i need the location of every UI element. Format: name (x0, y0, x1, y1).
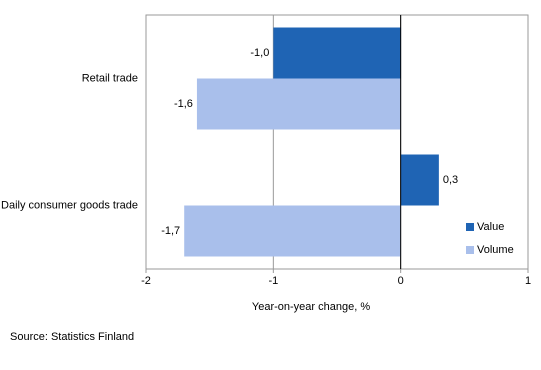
data-label: 0,3 (443, 174, 458, 186)
x-tick-label: 1 (525, 275, 531, 287)
bar (400, 154, 439, 206)
data-label: -1,0 (250, 47, 269, 59)
legend-swatch (466, 223, 474, 231)
legend-label: Value (477, 221, 504, 233)
legend-swatch (466, 246, 474, 254)
x-tick-label: -1 (268, 275, 278, 287)
x-tick-label: 0 (398, 275, 404, 287)
y-tick-label: Daily consumer goods trade (1, 199, 138, 211)
bar (184, 205, 401, 257)
bar (273, 27, 401, 79)
y-tick-label: Retail trade (82, 72, 138, 84)
data-label: -1,7 (161, 225, 180, 237)
bar (196, 78, 401, 130)
source: Source: Statistics Finland (10, 331, 134, 343)
x-tick-label: -2 (141, 275, 151, 287)
x-axis-label: Year-on-year change, % (252, 301, 370, 313)
data-label: -1,6 (174, 98, 193, 110)
legend-label: Volume (477, 244, 514, 256)
